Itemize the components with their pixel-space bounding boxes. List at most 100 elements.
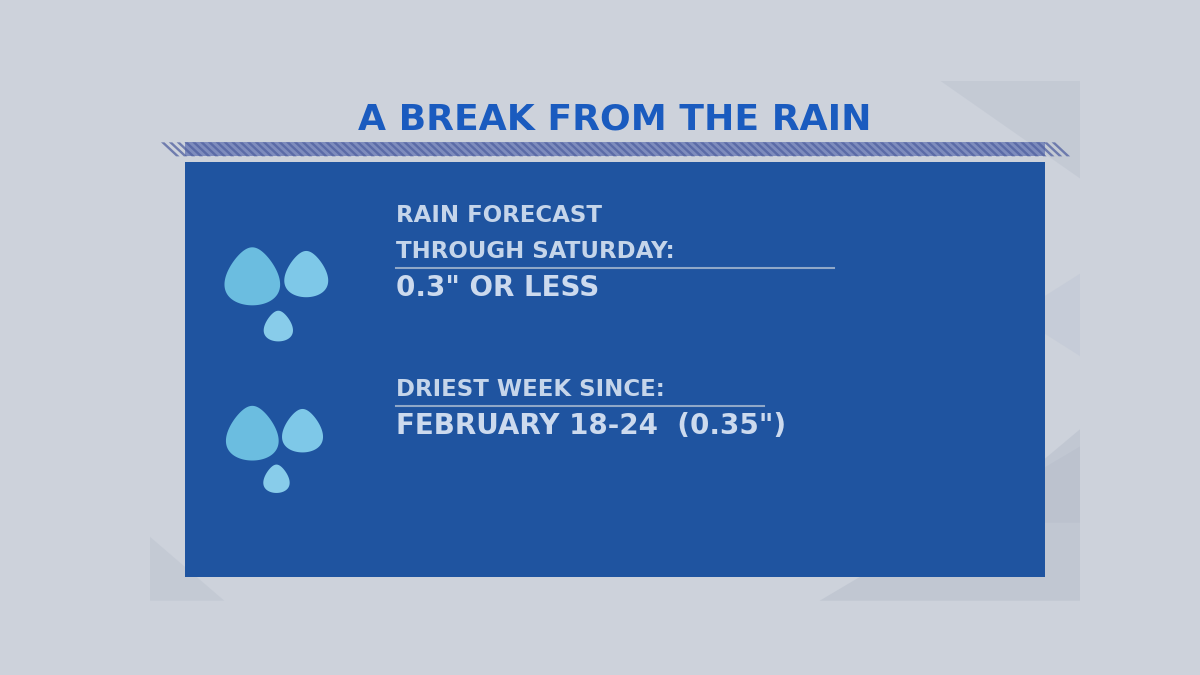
Polygon shape <box>599 142 617 157</box>
Polygon shape <box>395 142 414 157</box>
Polygon shape <box>552 142 570 157</box>
Text: A BREAK FROM THE RAIN: A BREAK FROM THE RAIN <box>359 103 871 137</box>
Polygon shape <box>715 142 734 157</box>
Polygon shape <box>904 142 922 157</box>
Polygon shape <box>1028 142 1046 157</box>
Polygon shape <box>559 142 578 157</box>
Polygon shape <box>200 142 218 157</box>
Polygon shape <box>284 251 329 297</box>
Polygon shape <box>216 142 234 157</box>
Polygon shape <box>841 142 859 157</box>
Polygon shape <box>583 142 601 157</box>
Polygon shape <box>458 142 476 157</box>
Polygon shape <box>973 142 992 157</box>
Polygon shape <box>622 142 641 157</box>
Polygon shape <box>332 142 352 157</box>
Polygon shape <box>1004 142 1024 157</box>
Polygon shape <box>544 142 563 157</box>
Polygon shape <box>497 142 516 157</box>
Polygon shape <box>521 142 539 157</box>
Polygon shape <box>264 310 293 342</box>
Polygon shape <box>872 142 890 157</box>
Polygon shape <box>185 142 203 157</box>
Polygon shape <box>263 464 289 493</box>
Polygon shape <box>926 142 946 157</box>
Polygon shape <box>208 142 227 157</box>
Polygon shape <box>820 418 1127 601</box>
Polygon shape <box>864 142 883 157</box>
Polygon shape <box>192 142 211 157</box>
Polygon shape <box>443 142 461 157</box>
Text: RAIN FORECAST: RAIN FORECAST <box>396 204 602 227</box>
Polygon shape <box>301 142 320 157</box>
Polygon shape <box>802 142 820 157</box>
Polygon shape <box>731 142 750 157</box>
Polygon shape <box>403 142 421 157</box>
Polygon shape <box>630 142 648 157</box>
Polygon shape <box>793 142 812 157</box>
Polygon shape <box>575 142 594 157</box>
Polygon shape <box>637 142 656 157</box>
Polygon shape <box>224 247 280 305</box>
Polygon shape <box>1036 142 1055 157</box>
Polygon shape <box>536 142 554 157</box>
Polygon shape <box>746 142 766 157</box>
Polygon shape <box>474 142 492 157</box>
Polygon shape <box>724 142 742 157</box>
Polygon shape <box>239 142 258 157</box>
Polygon shape <box>286 142 305 157</box>
Polygon shape <box>668 142 688 157</box>
Polygon shape <box>450 142 468 157</box>
Polygon shape <box>169 142 187 157</box>
Polygon shape <box>410 142 430 157</box>
Text: FEBRUARY 18-24  (0.35"): FEBRUARY 18-24 (0.35") <box>396 412 786 439</box>
Polygon shape <box>310 142 328 157</box>
Polygon shape <box>254 142 274 157</box>
Polygon shape <box>606 142 625 157</box>
Polygon shape <box>528 142 547 157</box>
Polygon shape <box>708 142 726 157</box>
Polygon shape <box>950 142 968 157</box>
Polygon shape <box>247 142 265 157</box>
Polygon shape <box>568 142 586 157</box>
Polygon shape <box>692 142 710 157</box>
Polygon shape <box>161 142 180 157</box>
Polygon shape <box>809 142 828 157</box>
Polygon shape <box>512 142 532 157</box>
Polygon shape <box>379 142 398 157</box>
Polygon shape <box>481 142 500 157</box>
Polygon shape <box>833 142 851 157</box>
Polygon shape <box>857 142 875 157</box>
Polygon shape <box>919 142 937 157</box>
Polygon shape <box>505 142 523 157</box>
FancyBboxPatch shape <box>185 161 1045 577</box>
Polygon shape <box>966 142 984 157</box>
Polygon shape <box>232 142 250 157</box>
Polygon shape <box>590 142 610 157</box>
Polygon shape <box>778 142 797 157</box>
Polygon shape <box>226 406 278 460</box>
Polygon shape <box>1013 142 1031 157</box>
Polygon shape <box>968 367 1154 523</box>
Polygon shape <box>786 142 804 157</box>
Polygon shape <box>466 142 485 157</box>
Polygon shape <box>614 142 632 157</box>
Polygon shape <box>762 142 781 157</box>
Polygon shape <box>911 142 930 157</box>
Polygon shape <box>982 142 1000 157</box>
Polygon shape <box>426 142 445 157</box>
Polygon shape <box>223 142 242 157</box>
Polygon shape <box>317 142 336 157</box>
Polygon shape <box>700 142 719 157</box>
Polygon shape <box>997 142 1015 157</box>
Polygon shape <box>103 497 224 601</box>
Polygon shape <box>419 142 437 157</box>
Polygon shape <box>263 142 281 157</box>
Polygon shape <box>388 142 406 157</box>
Polygon shape <box>270 142 289 157</box>
Polygon shape <box>282 409 323 452</box>
Polygon shape <box>1044 142 1062 157</box>
Text: DRIEST WEEK SINCE:: DRIEST WEEK SINCE: <box>396 377 665 401</box>
Polygon shape <box>824 142 844 157</box>
Polygon shape <box>325 142 343 157</box>
